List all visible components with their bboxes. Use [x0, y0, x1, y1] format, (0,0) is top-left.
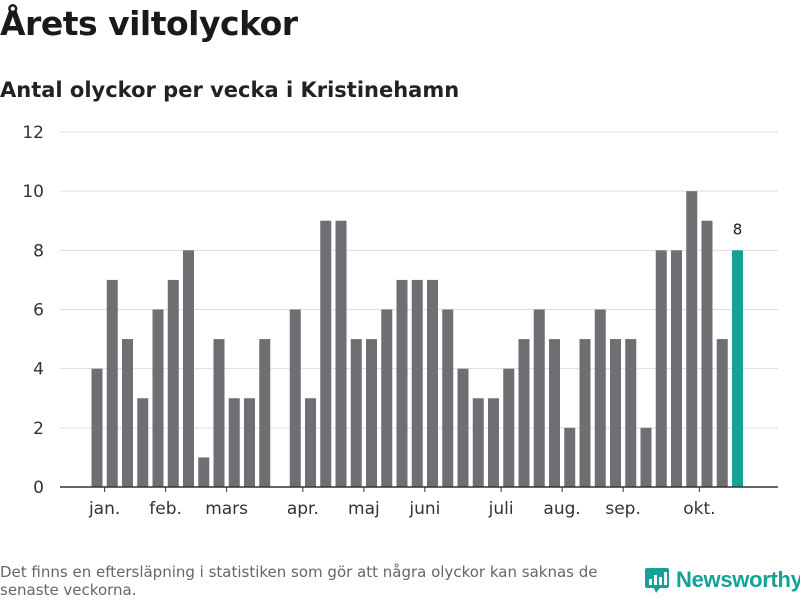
bar [305, 398, 316, 487]
bar [533, 309, 545, 487]
x-tick-label: maj [348, 499, 380, 519]
bar [213, 339, 225, 487]
x-tick-label: apr. [287, 499, 319, 519]
bar [716, 339, 728, 487]
bar [183, 250, 194, 487]
x-tick-label: okt. [683, 499, 715, 519]
x-tick-label: sep. [605, 499, 641, 519]
y-tick-label: 0 [33, 478, 44, 498]
chart-title: Årets viltolyckor [0, 4, 298, 43]
bar [671, 250, 682, 487]
bar [427, 279, 438, 487]
chart-subtitle: Antal olyckor per vecka i Kristinehamn [0, 78, 460, 102]
y-tick-label: 2 [33, 419, 44, 439]
bar [503, 368, 515, 487]
y-tick-label: 10 [22, 182, 44, 202]
bar [610, 339, 621, 487]
bar [701, 220, 713, 487]
brand-logo: Newsworthy [644, 566, 800, 594]
bar [396, 279, 408, 487]
bar [106, 279, 118, 487]
brand-name: Newsworthy [676, 567, 800, 592]
data-label: 8 [733, 220, 743, 238]
x-tick-label: aug. [543, 499, 580, 519]
bar [167, 279, 179, 487]
bar [594, 309, 606, 487]
bar [122, 339, 133, 487]
bar [640, 427, 652, 487]
bar [366, 339, 377, 487]
x-tick-label: juni [408, 499, 440, 519]
bar [137, 398, 149, 487]
bar [488, 398, 499, 487]
bar [228, 398, 240, 487]
bar [472, 398, 484, 487]
bar [442, 309, 454, 487]
bar [686, 191, 698, 487]
bar [549, 339, 560, 487]
bar [457, 368, 469, 487]
bar [579, 339, 591, 487]
x-tick-label: juli [488, 499, 514, 519]
bar [518, 339, 530, 487]
bar [289, 309, 301, 487]
y-tick-label: 12 [22, 123, 44, 143]
bar [564, 427, 576, 487]
bar [244, 398, 255, 487]
bar [335, 220, 347, 487]
bar [350, 339, 362, 487]
bar [91, 368, 103, 487]
bar [625, 339, 637, 487]
x-tick-label: jan. [88, 499, 120, 519]
y-tick-label: 4 [33, 360, 44, 380]
bar [381, 309, 393, 487]
y-tick-label: 8 [33, 241, 44, 261]
x-tick-label: mars [205, 499, 248, 519]
y-tick-label: 6 [33, 301, 44, 321]
bar [320, 220, 332, 487]
bar [655, 250, 667, 487]
x-tick-label: feb. [149, 499, 182, 519]
bar [259, 339, 271, 487]
bar [198, 457, 210, 487]
bar [152, 309, 164, 487]
bar [411, 279, 423, 487]
newsworthy-chart-logo-icon [645, 568, 669, 593]
footer-note: Det finns en eftersläpning i statistiken… [0, 563, 598, 599]
highlight-bar [732, 250, 743, 487]
